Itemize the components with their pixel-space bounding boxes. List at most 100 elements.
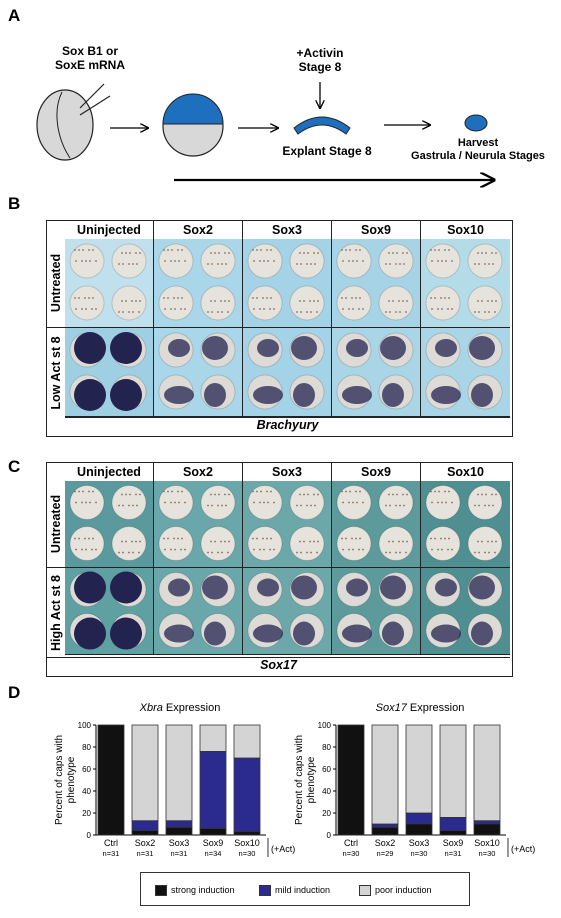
panel-c-cell-r2-c4 (332, 568, 421, 655)
chart1-n-label: n=30 (239, 849, 256, 858)
panel-c-header-sox10: Sox10 (447, 465, 484, 479)
chart1-n-label: n=31 (171, 849, 188, 858)
mrna-label-line1: Sox B1 or (61, 44, 118, 58)
panel-b-cell-r2-c2 (154, 328, 243, 417)
chart2-ytick-label: 0 (327, 831, 332, 840)
panel-c-row-untreated: Untreated (47, 481, 65, 568)
chart1-bar-sox3-poor (165, 724, 193, 822)
legend-poor-label: poor induction (375, 885, 432, 895)
panel-c-row-high-act-label: High Act st 8 (49, 574, 63, 651)
chart2-n-label: n=30 (411, 849, 428, 858)
chart1-category-label: Sox10 (234, 838, 260, 848)
chart2-bar-sox3-mild (405, 812, 433, 825)
chart1-bar-sox3-strong (165, 826, 193, 836)
chart1-ytick-label: 60 (82, 765, 91, 774)
panel-b-cell-r1-c5 (421, 239, 510, 328)
panel-b-header-sox9: Sox9 (332, 221, 421, 239)
chart1-bar-sox2-strong (131, 830, 159, 836)
chart2-bar-sox3-poor (405, 724, 433, 814)
chart2-bar-sox10-poor (473, 724, 501, 822)
panel-c-row-untreated-label: Untreated (49, 494, 63, 554)
panel-c-cell-r1-c4 (332, 481, 421, 568)
blue-cap-embryo-icon (162, 93, 224, 157)
panel-b-cell-r2-c1 (65, 328, 154, 417)
panel-label-c: C (8, 457, 21, 476)
chart1-title: Xbra Expression (139, 702, 221, 714)
panel-c-cell-r2-c2 (154, 568, 243, 655)
panel-b-cell-r2-c5 (421, 328, 510, 417)
chart1-category-label: Ctrl (104, 838, 118, 848)
mrna-label: Sox B1 or SoxE mRNA (30, 44, 150, 72)
panel-b-cell-r2-c4 (332, 328, 421, 417)
harvest-label-line1: Harvest (457, 137, 499, 149)
chart2-n-label: n=30 (479, 849, 496, 858)
legend-mild-label: mild induction (275, 885, 331, 895)
chart2-act-label: (+Act) (511, 844, 535, 854)
legend-mild-swatch (259, 885, 271, 897)
panel-c-cell-r2-c1 (65, 568, 154, 655)
chart2-ylabel: Percent of caps withphenotype (294, 735, 317, 825)
chart2-ytick-label: 100 (318, 721, 332, 730)
panel-c-cell-r2-c5 (421, 568, 510, 655)
chart2-bar-sox9-poor (439, 724, 467, 818)
panel-c-header-uninjected: Uninjected (65, 463, 154, 481)
panel-c-row-high-act: High Act st 8 (47, 568, 65, 657)
chart2-category-label: Ctrl (344, 838, 358, 848)
panel-label-b: B (8, 194, 21, 213)
legend-strong-swatch (155, 885, 167, 897)
chart1-n-label: n=34 (205, 849, 222, 858)
panel-b-row-untreated-label: Untreated (49, 253, 63, 313)
panel-c-cell-r1-c2 (154, 481, 243, 568)
chart1-ytick-label: 0 (87, 831, 92, 840)
chart1-bar-sox10-strong (233, 831, 261, 836)
injected-embryo-icon (36, 83, 111, 161)
chart2-n-label: n=30 (343, 849, 360, 858)
chart1-n-label: n=31 (103, 849, 120, 858)
legend-strong-label: strong induction (171, 885, 235, 895)
chart1-category-label: Sox3 (169, 838, 190, 848)
schematic-diagram (36, 82, 561, 200)
legend-mild: mild induction (259, 885, 331, 897)
panel-d-charts: Xbra Expression Percent of caps withpheno… (54, 702, 535, 858)
panel-b-row-low-act-label: Low Act st 8 (49, 335, 63, 410)
chart2-bar-sox9-strong (439, 830, 467, 836)
chart1-ytick-label: 40 (82, 787, 91, 796)
panel-b-caption: Brachyury (65, 417, 510, 434)
panel-c-header-sox9: Sox9 (332, 463, 421, 481)
chart2-bar-ctrl-strong (337, 724, 365, 836)
panel-b-image-grid: Uninjected Sox2 Sox3 Sox9 Sox10 Untreate… (46, 220, 513, 437)
chart2-bar-sox10-strong (473, 823, 501, 836)
panel-c-cell-r1-c5 (421, 481, 510, 568)
panel-b-cell-r2-c3 (243, 328, 332, 417)
panel-c-image-grid: Uninjected Sox2 Sox3 Sox9 Sox10 Untreate… (46, 462, 513, 677)
chart1-ylabel: Percent of caps withphenotype (54, 735, 77, 825)
chart2-ytick-label: 20 (322, 809, 331, 818)
chart2-bar-sox10-mild (473, 820, 501, 825)
chart2-bar-sox3-strong (405, 823, 433, 836)
panel-label-d: D (8, 683, 21, 702)
legend-poor-swatch (359, 885, 371, 897)
panel-label-a: A (8, 6, 21, 25)
chart1-ytick-label: 100 (78, 721, 92, 730)
chart2-bar-sox2-strong (371, 826, 399, 836)
chart2-ytick-label: 60 (322, 765, 331, 774)
chart2-bar-sox2-poor (371, 724, 399, 825)
chart2-title: Sox17 Expression (376, 702, 465, 714)
chart1-bar-sox2-poor (131, 724, 159, 822)
panel-b-row-low-act: Low Act st 8 (47, 328, 65, 417)
chart1-bar-sox10-poor (233, 724, 261, 759)
panel-c-cell-r1-c1 (65, 481, 154, 568)
activin-label-line2: Stage 8 (298, 60, 342, 74)
mrna-label-line2: SoxE mRNA (54, 58, 125, 72)
chart1-category-label: Sox9 (203, 838, 224, 848)
panel-b-row-untreated: Untreated (47, 239, 65, 328)
chart2-category-label: Sox10 (474, 838, 500, 848)
chart1-ytick-label: 80 (82, 743, 91, 752)
chart2-bar-sox9-mild (439, 817, 467, 832)
chart1-ytick-label: 20 (82, 809, 91, 818)
chart1-bar-sox3-mild (165, 820, 193, 828)
chart2-ytick-label: 80 (322, 743, 331, 752)
panel-c-header-sox3: Sox3 (243, 463, 332, 481)
chart1-bar-sox9-poor (199, 724, 227, 752)
chart1-n-label: n=31 (137, 849, 154, 858)
